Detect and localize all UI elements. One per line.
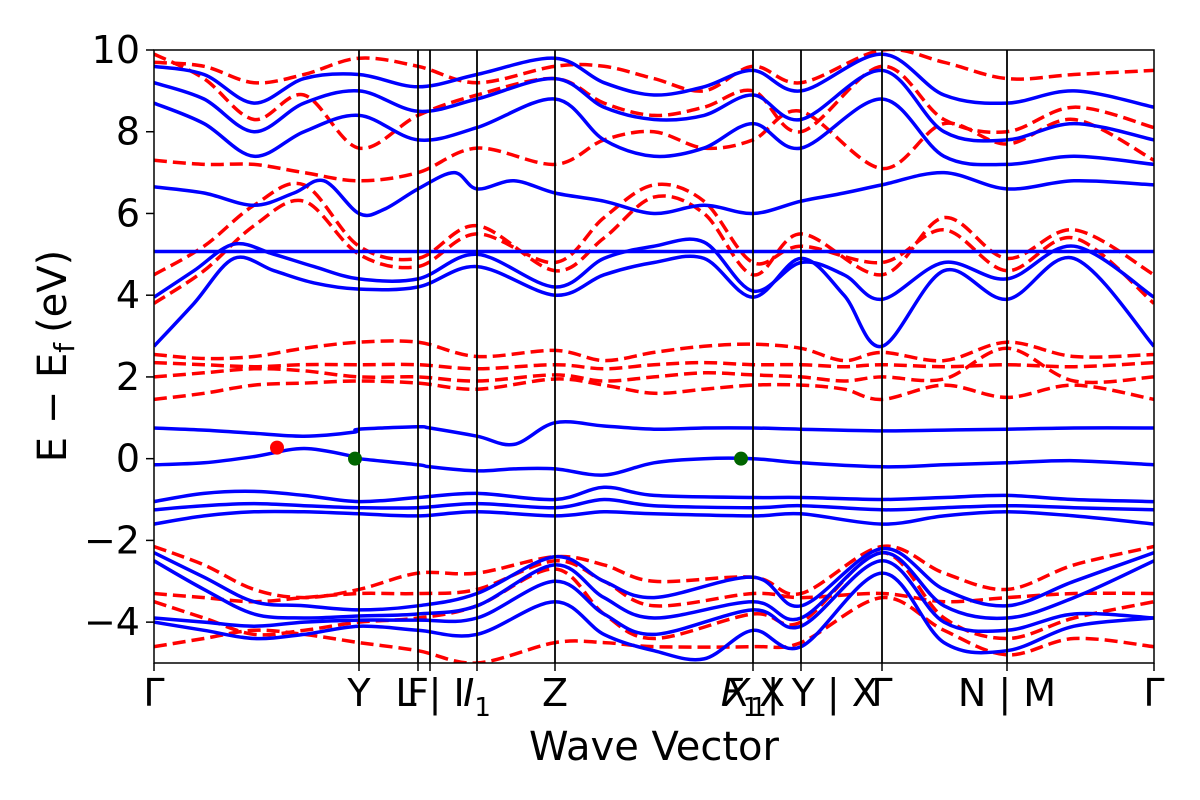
spin-up-band-15 <box>154 571 1154 662</box>
spin-up-band-13 <box>154 550 1154 622</box>
y-tick-label-4: 2 <box>116 355 140 399</box>
y-axis-title-main: E − E <box>30 353 76 463</box>
kpoint-label-5: Z <box>542 671 568 715</box>
spin-up-band-6 <box>154 254 1154 349</box>
spin-up-band-3 <box>154 497 1154 512</box>
y-tick-label-7: −4 <box>84 600 140 644</box>
spin-up-band-1 <box>154 446 1154 477</box>
y-axis-ticks: 10 8 6 4 2 0 −2 −4 <box>84 28 154 644</box>
spin-down-band-11 <box>154 550 1154 641</box>
kpoint-label-4: I1 <box>463 671 491 723</box>
spin-up-band-2 <box>154 485 1154 504</box>
spin-up-band-12 <box>154 546 1154 612</box>
spin-down-band-12 <box>154 595 1154 663</box>
kpoint-label-0: Γ <box>143 671 164 715</box>
spin-down-band-5 <box>154 182 1154 305</box>
high-symmetry-lines <box>358 50 1008 663</box>
kpoint-label-10: Γ <box>1143 671 1164 715</box>
y-tick-label-5: 0 <box>116 437 140 481</box>
y-axis-title: E − Ef (eV) <box>30 250 81 463</box>
y-tick-label-3: 4 <box>116 273 140 317</box>
x-axis-title: Wave Vector <box>529 724 780 770</box>
kpoint-label-2: F <box>407 671 429 715</box>
extremum-marker-1 <box>348 451 362 466</box>
kpoint-label-1: Y <box>346 671 371 715</box>
kpoint-label-7: X1| Y | X <box>722 671 878 723</box>
y-axis-title-subscript: f <box>48 342 81 353</box>
spin-down-band-8 <box>154 50 1154 93</box>
y-tick-label-1: 8 <box>116 110 140 154</box>
y-tick-label-0: 10 <box>92 28 140 72</box>
plot-frame <box>153 49 1155 664</box>
spin-down-band-1 <box>154 360 1154 371</box>
spin-up-band-11 <box>154 52 1154 109</box>
kpoint-label-6: F1X <box>721 671 785 723</box>
spin-up-band-7 <box>154 237 1154 302</box>
spin-down-band-0 <box>154 339 1154 363</box>
spin-up-band-8 <box>154 170 1154 218</box>
kpoint-label-9: N | M <box>958 671 1056 716</box>
spin-up-band-0 <box>154 420 1154 447</box>
y-axis-title-unit: (eV) <box>30 250 76 333</box>
spin-up-band-4 <box>154 509 1154 526</box>
band-extrema-markers <box>270 440 748 466</box>
spin-up-bands <box>154 52 1154 662</box>
kpoint-label-8: Γ <box>871 671 892 715</box>
y-tick-label-6: −2 <box>84 518 140 562</box>
extremum-marker-2 <box>734 451 748 466</box>
spin-up-band-9 <box>154 97 1154 167</box>
kpoint-label-3: L | I <box>395 671 464 716</box>
spin-up-band-14 <box>154 559 1154 637</box>
spin-down-band-10 <box>154 559 1154 608</box>
spin-down-band-3 <box>154 377 1154 402</box>
spin-up-band-10 <box>154 68 1154 143</box>
y-tick-label-2: 6 <box>116 191 140 235</box>
spin-down-band-9 <box>154 544 1154 600</box>
extremum-marker-0 <box>270 440 284 455</box>
spin-down-band-7 <box>154 52 1154 150</box>
